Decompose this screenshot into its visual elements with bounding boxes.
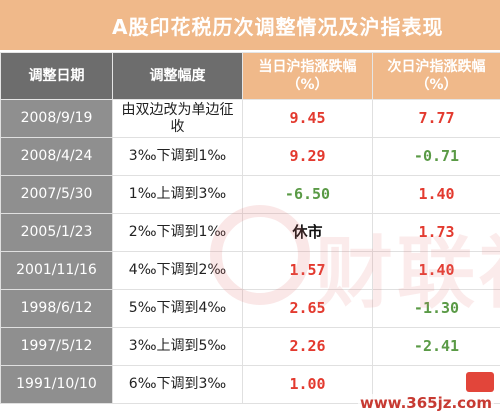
header-same-day: 当日沪指涨跌幅（%）: [242, 52, 373, 100]
row-next-day: 1.40: [372, 175, 500, 214]
row-next-day: -2.41: [372, 327, 500, 366]
row-same-day: 9.29: [242, 137, 373, 176]
table-row: 2008/9/19 由双边改为单边征收 9.45 7.77: [0, 99, 500, 138]
title-bar: A股印花税历次调整情况及沪指表现: [0, 0, 500, 50]
table-row: 1997/5/12 3‰上调到5‰ 2.26 -2.41: [0, 327, 500, 366]
row-date: 1998/6/12: [0, 289, 113, 328]
row-next-day: -1.30: [372, 289, 500, 328]
row-next-day: 7.77: [372, 99, 500, 138]
header-row: 调整日期 调整幅度 当日沪指涨跌幅（%） 次日沪指涨跌幅（%）: [0, 52, 500, 100]
site-watermark[interactable]: www.365jz.com: [357, 394, 494, 412]
row-date: 2005/1/23: [0, 213, 113, 252]
row-date: 2008/4/24: [0, 137, 113, 176]
row-adjustment: 6‰下调到3‰: [112, 365, 243, 404]
header-date: 调整日期: [0, 52, 113, 100]
table-row: 1998/6/12 5‰下调到4‰ 2.65 -1.30: [0, 289, 500, 328]
row-adjustment: 5‰下调到4‰: [112, 289, 243, 328]
row-next-day: 1.40: [372, 251, 500, 290]
table-row: 2007/5/30 1‰上调到3‰ -6.50 1.40: [0, 175, 500, 214]
row-date: 2001/11/16: [0, 251, 113, 290]
row-adjustment: 由双边改为单边征收: [112, 99, 243, 138]
row-same-day: 1.00: [242, 365, 373, 404]
row-date: 1997/5/12: [0, 327, 113, 366]
row-same-day: -6.50: [242, 175, 373, 214]
row-same-day: 1.57: [242, 251, 373, 290]
table-row: 2001/11/16 4‰下调到2‰ 1.57 1.40: [0, 251, 500, 290]
row-date: 2008/9/19: [0, 99, 113, 138]
row-same-day: 2.65: [242, 289, 373, 328]
row-adjustment: 4‰下调到2‰: [112, 251, 243, 290]
row-adjustment: 3‰上调到5‰: [112, 327, 243, 366]
table-row: 2005/1/23 2‰下调到1‰ 休市 1.73: [0, 213, 500, 252]
header-adjustment: 调整幅度: [112, 52, 243, 100]
header-next-day: 次日沪指涨跌幅（%）: [372, 52, 500, 100]
row-date: 2007/5/30: [0, 175, 113, 214]
row-adjustment: 1‰上调到3‰: [112, 175, 243, 214]
row-same-day: 9.45: [242, 99, 373, 138]
row-adjustment: 3‰下调到1‰: [112, 137, 243, 176]
row-next-day: 1.73: [372, 213, 500, 252]
table-row: 2008/4/24 3‰下调到1‰ 9.29 -0.71: [0, 137, 500, 176]
corner-badge-icon: [466, 372, 494, 392]
row-same-day: 休市: [242, 213, 373, 252]
row-adjustment: 2‰下调到1‰: [112, 213, 243, 252]
row-next-day: -0.71: [372, 137, 500, 176]
row-date: 1991/10/10: [0, 365, 113, 404]
row-same-day: 2.26: [242, 327, 373, 366]
stamp-duty-table: 调整日期 调整幅度 当日沪指涨跌幅（%） 次日沪指涨跌幅（%） 2008/9/1…: [0, 52, 500, 404]
table-title: A股印花税历次调整情况及沪指表现: [112, 14, 444, 39]
